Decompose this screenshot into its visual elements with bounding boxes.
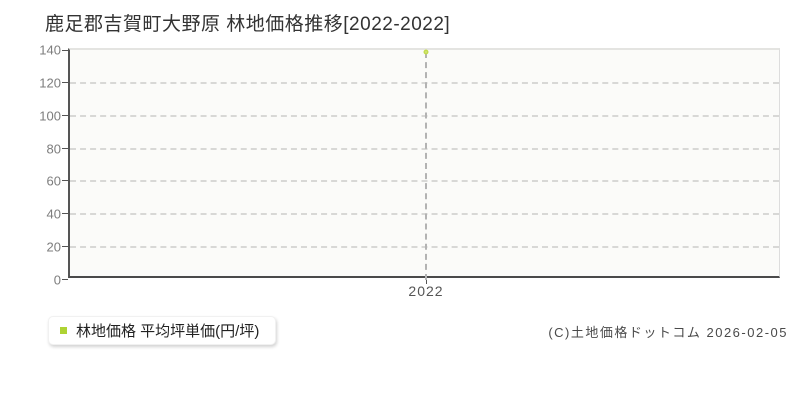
y-axis-tick (62, 279, 68, 280)
y-gridline (70, 246, 779, 249)
y-axis-tick-label: 0 (53, 272, 61, 288)
data-point[interactable] (423, 49, 429, 55)
y-axis-tick (62, 213, 68, 215)
y-axis-tick (62, 180, 68, 182)
chart-title: 鹿足郡吉賀町大野原 林地価格推移[2022-2022] (45, 14, 451, 35)
copyright-text: (C)土地価格ドットコム 2026-02-05 (548, 325, 788, 340)
x-axis-tick-label: 2022 (408, 283, 444, 299)
y-axis-tick (62, 81, 68, 83)
y-axis-tick (62, 114, 68, 116)
y-gridline (70, 81, 779, 84)
legend: 林地価格 平均坪単価(円/坪) (48, 316, 277, 345)
legend-label: 林地価格 平均坪単価(円/坪) (76, 323, 260, 340)
x-axis-tick (426, 278, 427, 284)
y-axis-tick-label: 80 (46, 141, 61, 157)
plot-area: 0 20 40 60 80 100 120 140 2022 (39, 43, 780, 299)
y-gridline (70, 180, 779, 183)
y-axis-tick-label: 40 (46, 206, 61, 222)
y-axis-tick-label: 140 (39, 42, 61, 58)
y-axis-tick (62, 246, 68, 248)
y-axis-tick-label: 120 (39, 75, 61, 91)
y-axis-tick-label: 20 (46, 239, 61, 255)
y-gridline (70, 114, 779, 117)
data-point-guide-line (425, 51, 427, 280)
y-axis-tick-label: 60 (46, 173, 61, 189)
legend-marker-square (60, 327, 67, 334)
y-gridline (70, 147, 779, 150)
y-axis-tick (62, 147, 68, 149)
y-axis-tick-label: 100 (39, 108, 61, 124)
y-axis-tick (62, 50, 68, 51)
y-gridline (70, 213, 779, 216)
